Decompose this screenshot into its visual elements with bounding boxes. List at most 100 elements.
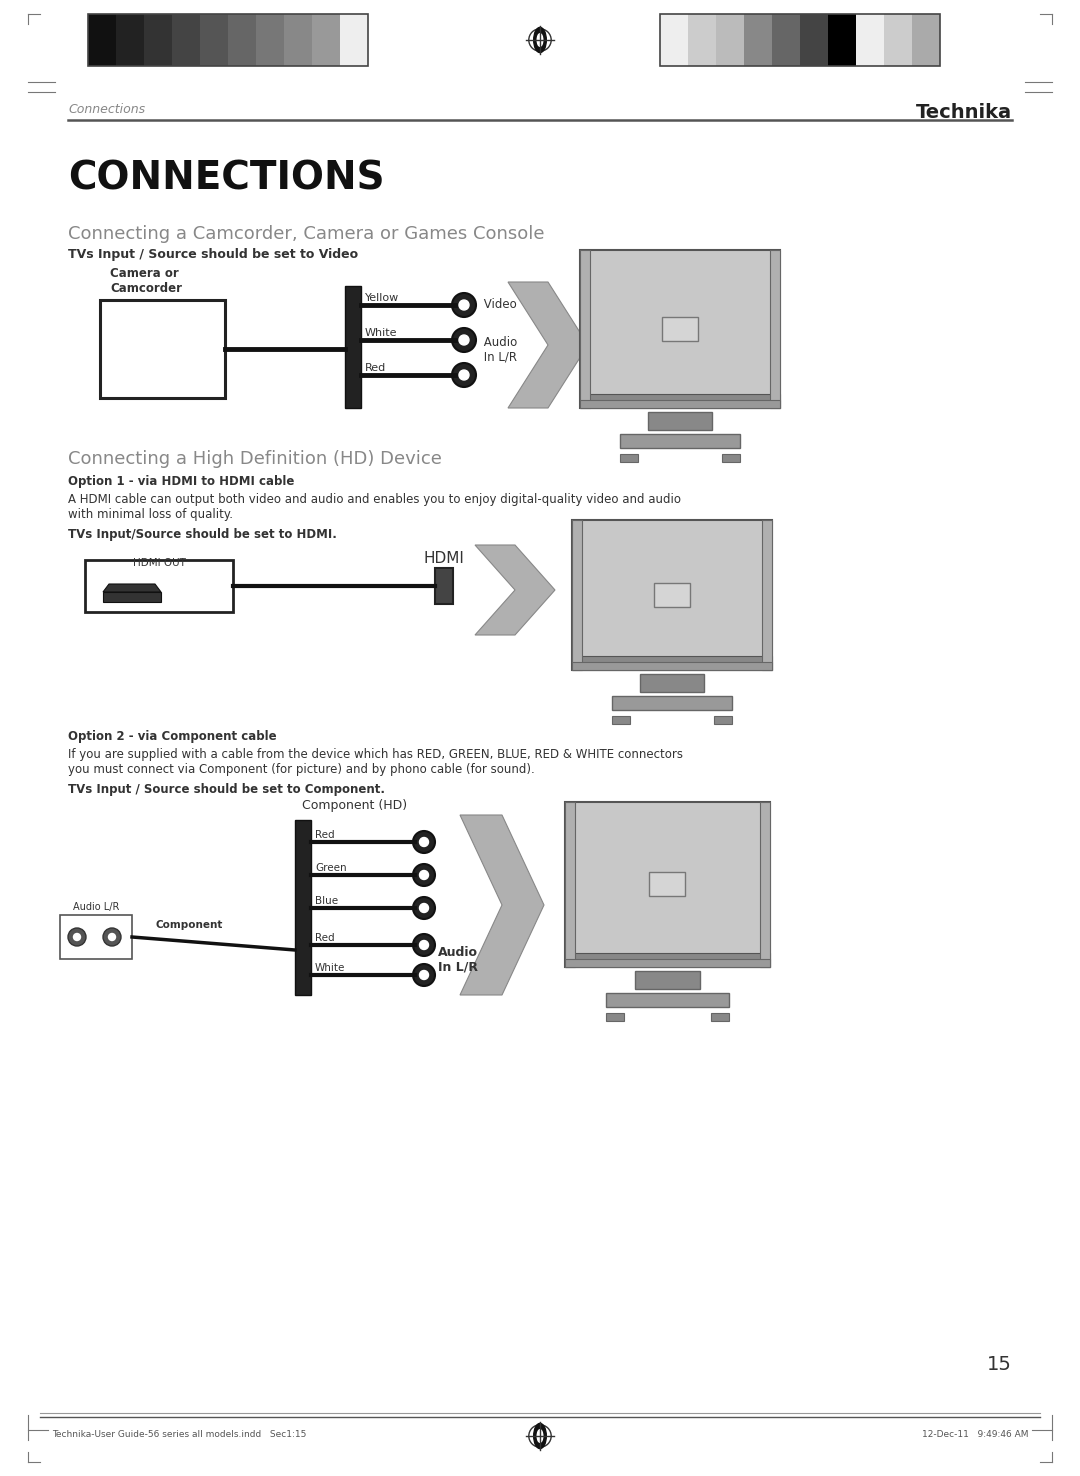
Bar (345, 286, 361, 407)
Bar (660, 13, 688, 66)
Circle shape (413, 897, 435, 920)
Text: Component (HD): Component (HD) (302, 799, 407, 812)
Text: A HDMI cable can output both video and audio and enables you to enjoy digital-qu: A HDMI cable can output both video and a… (68, 493, 681, 521)
Circle shape (73, 933, 81, 940)
Bar (640, 675, 704, 692)
Ellipse shape (534, 28, 546, 53)
Ellipse shape (537, 1430, 543, 1442)
Text: Green: Green (315, 863, 347, 872)
Bar (565, 801, 770, 967)
Bar (648, 412, 712, 430)
Text: Red: Red (365, 363, 387, 373)
Circle shape (419, 971, 429, 980)
Text: HDMI: HDMI (423, 551, 464, 565)
Bar (435, 568, 453, 604)
Circle shape (413, 831, 435, 853)
Polygon shape (508, 282, 588, 407)
Bar (612, 697, 732, 710)
Bar (716, 13, 744, 66)
Text: Technika: Technika (916, 103, 1012, 123)
Bar (635, 971, 700, 989)
Bar (200, 13, 228, 66)
Bar (714, 716, 732, 725)
Text: TVs Input / Source should be set to Video: TVs Input / Source should be set to Vide… (68, 248, 359, 261)
Bar (572, 655, 772, 670)
Bar (87, 13, 368, 66)
Bar (688, 13, 716, 66)
Bar (565, 959, 770, 967)
Bar (912, 13, 940, 66)
Circle shape (419, 871, 429, 880)
Circle shape (413, 964, 435, 986)
Bar (662, 317, 698, 341)
Bar (572, 520, 772, 670)
Bar (312, 13, 340, 66)
Text: Blue: Blue (315, 896, 338, 906)
Text: White: White (315, 962, 346, 973)
Bar (100, 300, 225, 399)
Bar (711, 1013, 729, 1021)
Bar (856, 13, 885, 66)
Text: Video: Video (480, 298, 516, 311)
Text: TVs Input/Source should be set to HDMI.: TVs Input/Source should be set to HDMI. (68, 528, 337, 542)
Circle shape (453, 363, 476, 387)
Bar (660, 13, 940, 66)
Circle shape (459, 300, 469, 310)
Text: Yellow: Yellow (365, 294, 400, 303)
Bar (85, 559, 233, 613)
Text: CONNECTIONS: CONNECTIONS (68, 159, 384, 198)
Bar (284, 13, 312, 66)
Bar (620, 455, 638, 462)
Ellipse shape (534, 1423, 546, 1448)
Bar (828, 13, 856, 66)
Bar (580, 249, 590, 407)
Bar (580, 249, 780, 407)
Circle shape (419, 940, 429, 949)
Circle shape (419, 903, 429, 912)
Text: Red: Red (315, 830, 335, 840)
Text: Audio
 In L/R: Audio In L/R (480, 337, 517, 365)
Bar (612, 716, 630, 725)
Bar (762, 520, 772, 670)
Bar (565, 801, 575, 967)
Bar (340, 13, 368, 66)
Circle shape (419, 837, 429, 847)
Circle shape (413, 934, 435, 956)
Bar (228, 13, 256, 66)
Text: 15: 15 (987, 1355, 1012, 1374)
Bar (649, 872, 685, 896)
Bar (580, 400, 780, 407)
Ellipse shape (537, 34, 543, 46)
Bar (256, 13, 284, 66)
Circle shape (103, 928, 121, 946)
Bar (103, 592, 161, 602)
Circle shape (453, 328, 476, 351)
Polygon shape (103, 584, 161, 592)
Polygon shape (475, 545, 555, 635)
Bar (144, 13, 172, 66)
Text: Red: Red (315, 933, 335, 943)
Text: Option 1 - via HDMI to HDMI cable: Option 1 - via HDMI to HDMI cable (68, 475, 295, 489)
Bar (620, 434, 740, 449)
Bar (800, 13, 828, 66)
Bar (60, 915, 132, 959)
Circle shape (68, 928, 86, 946)
Bar (565, 953, 770, 967)
Bar (772, 13, 800, 66)
Text: Connections: Connections (68, 103, 145, 117)
Bar (172, 13, 200, 66)
Circle shape (108, 933, 116, 940)
Text: White: White (365, 328, 397, 338)
Bar (116, 13, 144, 66)
Bar (606, 1013, 624, 1021)
Bar (760, 801, 770, 967)
Circle shape (459, 370, 469, 379)
Circle shape (459, 335, 469, 345)
Text: Component: Component (156, 920, 222, 930)
Text: Technika-User Guide-56 series all models.indd   Sec1:15: Technika-User Guide-56 series all models… (52, 1430, 307, 1439)
Bar (87, 13, 116, 66)
Circle shape (413, 863, 435, 886)
Bar (770, 249, 780, 407)
Bar (295, 821, 311, 995)
Text: If you are supplied with a cable from the device which has RED, GREEN, BLUE, RED: If you are supplied with a cable from th… (68, 748, 683, 776)
